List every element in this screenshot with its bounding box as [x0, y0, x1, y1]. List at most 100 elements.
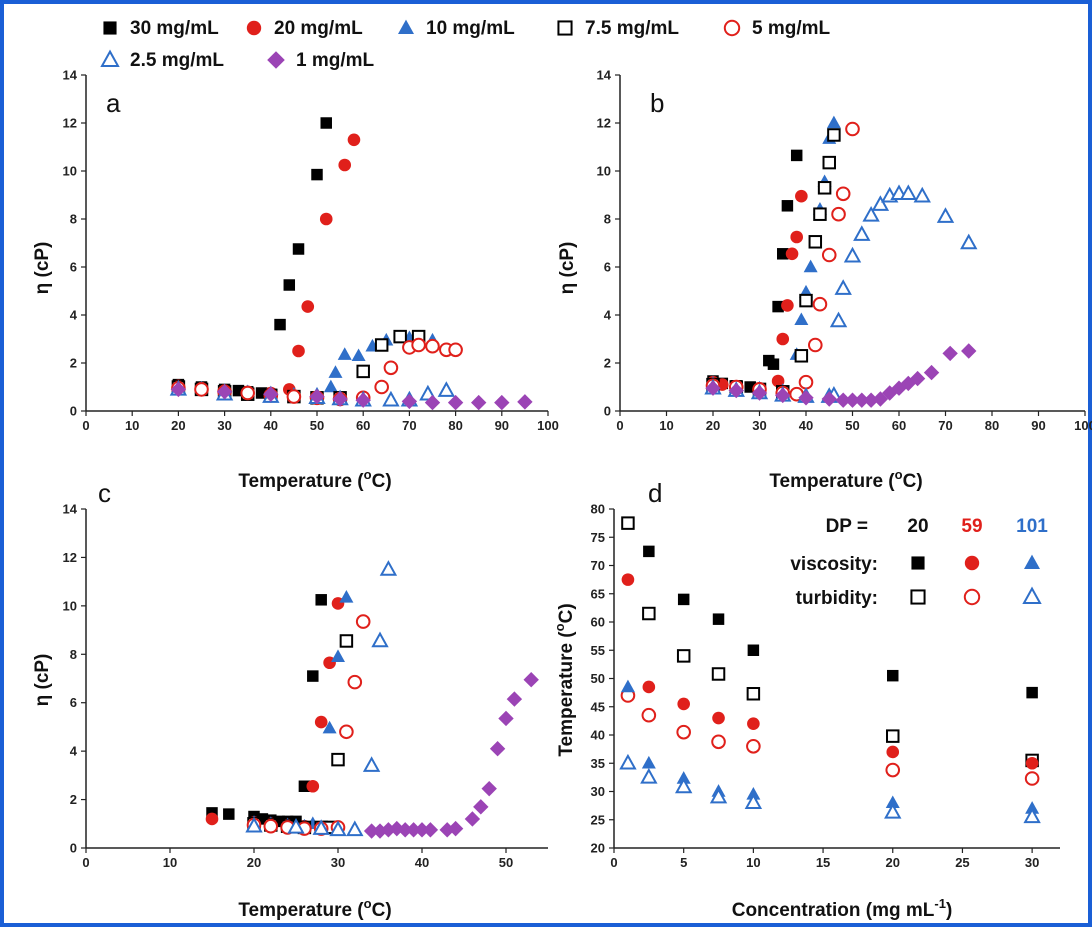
panel-b-point-s6-15 [923, 364, 940, 381]
panel-a-xtick-label: 100 [537, 418, 559, 433]
panel-c-point-s5-6 [371, 631, 389, 648]
panel-b-point-s5-9 [843, 246, 862, 263]
panel-c-ytick-label: 4 [70, 744, 78, 759]
panel-c-point-s1-0 [205, 812, 219, 826]
panel-a-xtick-label: 60 [356, 418, 370, 433]
panel-c-point-s5-7 [379, 560, 398, 576]
panel-b-point-s1-7 [785, 247, 799, 261]
panel-a-point-s4-1 [194, 382, 209, 397]
panel-a-xlabel: Temperature (oC) [238, 467, 391, 492]
legend-marker-6 [267, 51, 285, 69]
panel-d-point-s1-3 [711, 667, 726, 681]
panel-b-ytick-label: 4 [604, 308, 612, 323]
panel-a-point-s0-3 [232, 384, 245, 397]
panel-d-point-s2-1 [642, 680, 656, 694]
panel-c-point-s6-14 [498, 710, 514, 727]
panel-c-ytick-label: 10 [63, 598, 77, 613]
panel-b-point-s4-9 [831, 206, 846, 222]
panel-b-point-s4-7 [812, 296, 828, 312]
panel-a-point-s3-9 [374, 338, 389, 352]
panel-b-point-s5-10 [853, 225, 871, 241]
panel-b-point-s6-14 [909, 370, 926, 387]
panel-d-ytick-label: 25 [591, 812, 605, 827]
legend-marker-3 [557, 20, 573, 36]
panel-b-ytick-label: 2 [604, 356, 611, 371]
panel-c-point-s5-2 [312, 819, 330, 835]
panel-a-ytick-label: 12 [63, 116, 77, 131]
panel-a-point-s6-2 [263, 386, 279, 402]
inset-dp-value-0: 20 [907, 516, 928, 537]
panel-b-letter: b [650, 88, 664, 118]
panel-b-xtick-label: 50 [845, 418, 859, 433]
legend-marker-5 [100, 49, 120, 67]
panel-b-xtick-label: 70 [938, 418, 952, 433]
panel-d-point-s4-2 [676, 771, 691, 784]
inset-row-label-0: viscosity: [790, 554, 878, 575]
panel-a-letter: a [106, 88, 121, 118]
panel-c-point-s6-8 [439, 822, 455, 838]
panel-a-point-s3-10 [393, 329, 407, 344]
panel-b-point-s0-6 [772, 300, 784, 313]
panel-a-ytick-label: 8 [70, 212, 77, 227]
panel-a-xtick-label: 70 [402, 418, 416, 433]
panel-d-point-s1-2 [676, 649, 691, 663]
panel-b-xtick-label: 10 [659, 418, 673, 433]
panel-a-point-s2-10 [351, 348, 366, 362]
panel-b-point-s5-15 [899, 184, 917, 201]
panel-c-point-s6-2 [380, 822, 397, 838]
panel-a-point-s1-8 [319, 212, 333, 226]
panel-d-point-s3-2 [676, 724, 691, 740]
panel-b-ytick-label: 14 [597, 68, 612, 83]
panel-b-ytick-label: 0 [604, 404, 611, 419]
panel-d-point-s3-6 [1024, 771, 1040, 786]
panel-a-point-s4-3 [240, 385, 255, 401]
panel-b-point-s1-5 [776, 332, 790, 346]
panel-a-point-s3-8 [356, 364, 370, 379]
panel-b-xtick-label: 100 [1074, 418, 1092, 433]
inset-dp-value-2: 101 [1016, 516, 1048, 537]
panel-b-ylabel: η (cP) [557, 242, 578, 295]
panel-b-xtick-label: 90 [1031, 418, 1045, 433]
panel-d-xtick-label: 10 [746, 855, 760, 870]
panel-b-point-s5-18 [960, 233, 978, 250]
panel-c-point-s5-4 [346, 820, 364, 837]
panel-a-point-s1-9 [338, 158, 352, 172]
panel-a-point-s4-13 [425, 338, 440, 354]
panel-a-point-s1-6 [292, 344, 305, 358]
panel-c-point-s1-5 [306, 779, 320, 793]
panel-a-point-s0-5 [255, 387, 268, 399]
panel-c-ylabel: η (cP) [32, 654, 53, 707]
panel-a-xtick-label: 50 [310, 418, 324, 433]
panel-c-point-s5-5 [362, 756, 381, 772]
panel-c-point-s6-4 [397, 822, 413, 838]
inset-dp-value-1: 59 [961, 516, 982, 537]
panel-d-ytick-label: 45 [591, 699, 605, 714]
panel-a-ytick-label: 6 [70, 260, 77, 275]
panel-a-xtick-label: 0 [82, 418, 89, 433]
panel-d-point-s1-5 [886, 729, 900, 743]
panel-a-ylabel: η (cP) [32, 242, 53, 295]
panel-c-point-s6-11 [473, 799, 489, 815]
inset-marker-0-2 [1024, 554, 1040, 569]
legend-label-2: 10 mg/mL [426, 18, 515, 39]
panel-c-point-s2-5 [322, 720, 337, 734]
panel-c-point-s3-7 [339, 634, 354, 648]
panel-d-point-s1-4 [746, 687, 761, 701]
panel-b-point-s6-7 [844, 392, 861, 408]
panel-b-point-s0-5 [767, 358, 780, 370]
panel-d-letter: d [648, 478, 662, 508]
panel-d-point-s3-4 [746, 739, 761, 754]
panel-a-xtick-label: 10 [125, 418, 139, 433]
panel-c-point-s4-1 [263, 818, 279, 834]
panel-b-xtick-label: 20 [706, 418, 720, 433]
panel-c-point-s6-15 [506, 691, 523, 707]
panel-d-point-s0-5 [1026, 686, 1038, 699]
panel-b-point-s5-17 [936, 207, 955, 223]
panel-d-point-s4-4 [746, 786, 761, 800]
panel-a-point-s0-8 [283, 279, 296, 291]
inset-marker-0-0 [911, 556, 925, 570]
panel-d-point-s5-4 [744, 793, 763, 810]
panel-c-point-s6-9 [447, 820, 464, 837]
panel-c-point-s6-10 [464, 811, 481, 827]
